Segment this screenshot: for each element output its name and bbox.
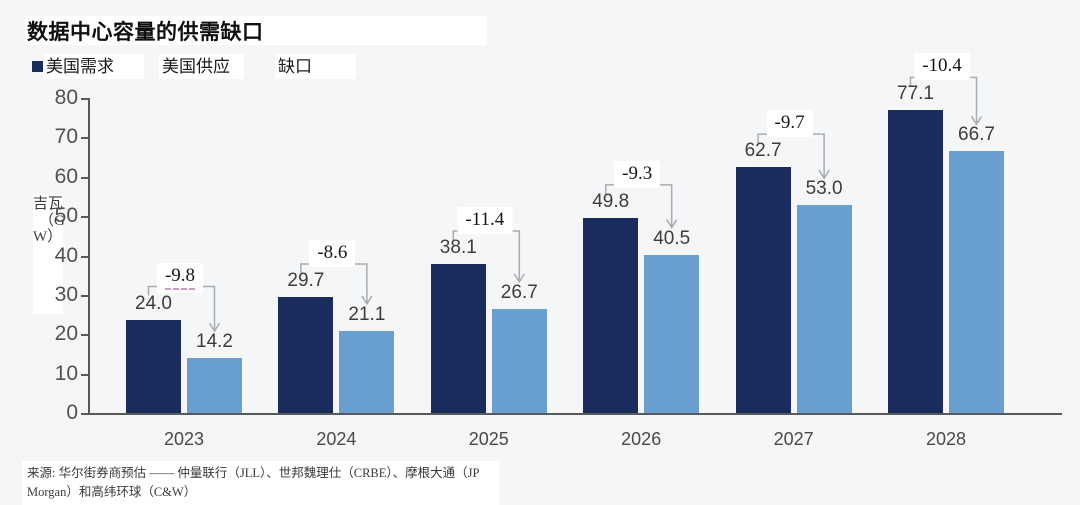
chart-title: 数据中心容量的供需缺口 xyxy=(27,19,264,44)
year-label-2024: 2024 xyxy=(316,429,357,449)
supply-bar-2023 xyxy=(187,358,242,414)
y-axis-line xyxy=(88,98,90,415)
y-tick-mark-0 xyxy=(81,413,88,415)
gap-label-2027: -9.7 xyxy=(766,110,813,138)
y-tick-label-30: 30 xyxy=(54,282,78,306)
source-note: 来源: 华尔街券商预估 —— 仲量联行（JLL）、世邦魏理仕（CRBE）、摩根大… xyxy=(22,461,499,505)
y-axis-unit-label: 吉瓦 （G W） xyxy=(33,194,65,314)
legend-item-demand: 美国需求 xyxy=(32,54,144,79)
chart-title-box: 数据中心容量的供需缺口 xyxy=(25,16,487,45)
demand-value-label-2025: 38.1 xyxy=(439,236,477,258)
y-unit-line: 吉瓦 xyxy=(33,196,64,212)
y-tick-label-50: 50 xyxy=(54,204,78,228)
y-tick-mark-80 xyxy=(81,98,88,100)
gap-label-2023: -9.8 xyxy=(156,262,204,293)
demand-bar-2023 xyxy=(126,319,181,414)
year-label-2023: 2023 xyxy=(163,429,205,449)
x-axis-line xyxy=(88,413,1062,415)
year-label-2027: 2027 xyxy=(773,429,814,449)
demand-bar-2025 xyxy=(430,263,486,414)
supply-value-label-2027: 53.0 xyxy=(805,178,843,200)
y-unit-line: W） xyxy=(33,229,63,245)
gap-label-2025: -11.4 xyxy=(457,206,513,234)
supply-value-label-2024: 21.1 xyxy=(348,303,386,325)
y-tick-mark-10 xyxy=(81,373,88,376)
demand-value-label-2023: 24.0 xyxy=(135,292,172,314)
gap-label-2024: -8.6 xyxy=(309,240,356,268)
legend-label-demand: 美国需求 xyxy=(43,54,144,79)
y-tick-label-10: 10 xyxy=(54,361,78,385)
y-unit-line: （G xyxy=(39,212,65,229)
supply-value-label-2025: 26.7 xyxy=(500,281,538,303)
y-tick-label-40: 40 xyxy=(54,243,78,267)
legend-label-gap: 缺口 xyxy=(275,54,356,79)
supply-bar-2024 xyxy=(339,330,395,414)
y-tick-label-0: 0 xyxy=(66,401,78,424)
y-tick-label-70: 70 xyxy=(54,125,78,149)
demand-value-label-2024: 29.7 xyxy=(287,270,325,292)
y-tick-mark-40 xyxy=(81,255,88,258)
demand-value-label-2027: 62.7 xyxy=(744,140,782,162)
supply-value-label-2028: 66.7 xyxy=(958,124,995,146)
supply-value-label-2026: 40.5 xyxy=(653,227,691,249)
demand-bar-2027 xyxy=(735,167,791,414)
y-tick-mark-30 xyxy=(81,294,88,297)
supply-bar-2028 xyxy=(949,151,1004,414)
legend-item-gap: 缺口 xyxy=(275,54,356,79)
demand-bar-2026 xyxy=(583,217,639,414)
supply-bar-2026 xyxy=(644,254,700,414)
y-tick-mark-50 xyxy=(81,216,88,219)
demand-bar-2028 xyxy=(888,110,943,414)
supply-value-label-2023: 14.2 xyxy=(196,331,233,353)
y-tick-label-60: 60 xyxy=(54,164,78,188)
y-tick-label-20: 20 xyxy=(54,322,78,346)
y-tick-label-80: 80 xyxy=(54,86,78,109)
supply-bar-2027 xyxy=(796,205,852,414)
y-tick-mark-60 xyxy=(81,176,88,179)
demand-value-label-2026: 49.8 xyxy=(592,190,630,212)
legend-item-supply: 美国供应 xyxy=(159,54,244,79)
demand-value-label-2028: 77.1 xyxy=(897,83,934,105)
demand-bar-2024 xyxy=(278,297,334,414)
legend-label-supply: 美国供应 xyxy=(159,54,244,79)
gap-label-2026: -9.3 xyxy=(614,160,661,188)
gap-label-underlined-text: -9.8 xyxy=(164,265,196,290)
gap-label-2028: -10.4 xyxy=(914,53,970,81)
y-tick-mark-20 xyxy=(81,334,88,337)
year-label-2025: 2025 xyxy=(468,429,509,449)
year-label-2026: 2026 xyxy=(621,429,662,449)
y-tick-mark-70 xyxy=(81,137,88,140)
year-label-2028: 2028 xyxy=(925,429,967,449)
supply-bar-2025 xyxy=(491,308,547,414)
demand-swatch-icon xyxy=(32,61,43,72)
